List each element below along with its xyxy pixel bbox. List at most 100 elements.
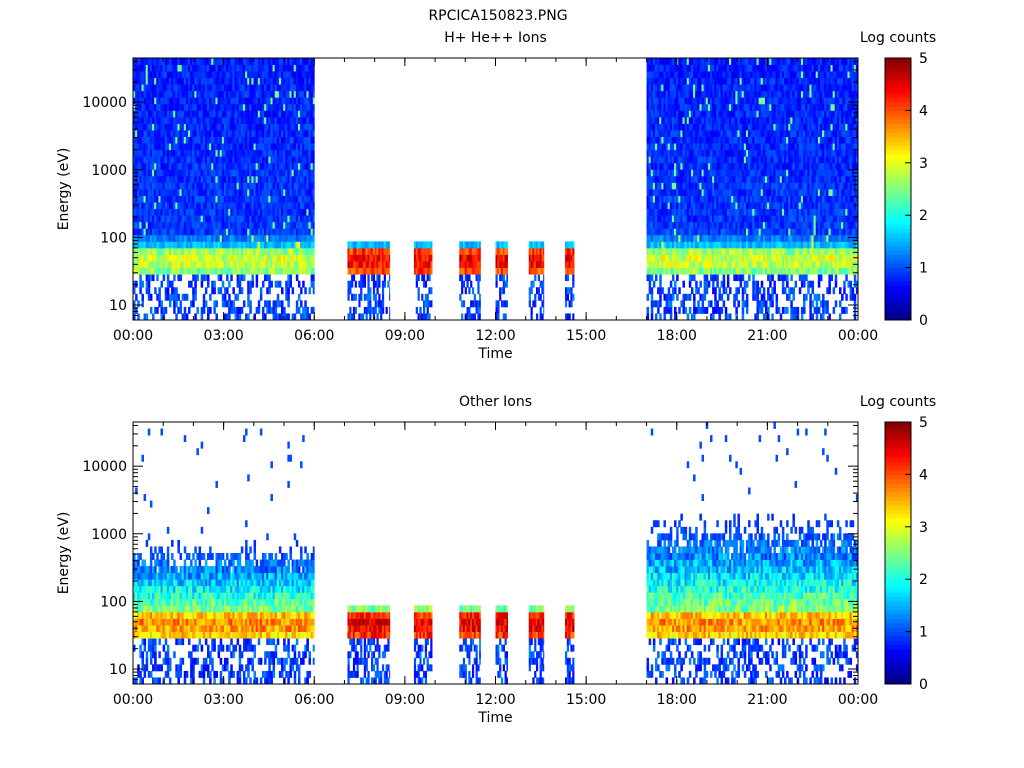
spectrogram-cell: [232, 228, 235, 236]
spectrogram-cell: [242, 136, 246, 144]
spectrogram-cell: [369, 254, 372, 262]
spectrogram-cell: [720, 182, 724, 190]
spectrogram-cell: [297, 247, 301, 255]
spectrogram-cell: [198, 169, 202, 177]
spectrogram-cell: [300, 300, 303, 308]
spectrogram-cell: [285, 267, 288, 275]
spectrogram-cell: [680, 247, 683, 255]
spectrogram-cell: [705, 195, 709, 203]
spectrogram-cell: [238, 64, 242, 72]
spectrogram-cell: [678, 234, 681, 242]
spectrogram-cell: [413, 241, 417, 249]
spectrogram-cell: [701, 221, 705, 229]
spectrogram-cell: [270, 71, 273, 79]
spectrogram-cell: [139, 202, 142, 210]
spectrogram-cell: [238, 103, 242, 111]
spectrogram-cell: [272, 300, 276, 308]
spectrogram-cell: [669, 130, 673, 137]
spectrogram-cell: [168, 169, 172, 177]
spectrogram-cell: [204, 143, 208, 151]
spectrogram-cell: [543, 247, 545, 255]
spectrogram-cell: [156, 254, 159, 262]
spectrogram-cell: [289, 97, 292, 105]
spectrogram-cell: [720, 97, 724, 105]
spectrogram-cell: [166, 247, 170, 255]
spectrogram-cell: [385, 306, 388, 314]
spectrogram-cell: [718, 156, 721, 164]
spectrogram-cell: [194, 116, 197, 124]
spectrogram-cell: [196, 228, 199, 236]
spectrogram-cell: [185, 162, 189, 170]
spectrogram-cell: [352, 293, 356, 301]
spectrogram-cell: [139, 84, 142, 92]
spectrogram-cell: [351, 247, 354, 255]
spectrogram-cell: [196, 143, 199, 151]
spectrogram-cell: [648, 274, 652, 282]
spectrogram-cell: [283, 110, 286, 118]
spectrogram-cell: [276, 130, 280, 137]
spectrogram-cell: [247, 234, 250, 242]
spectrogram-cell: [179, 136, 183, 144]
spectrogram-cell: [261, 221, 265, 229]
spectrogram-cell: [665, 149, 669, 157]
spectrogram-cell: [173, 221, 176, 229]
spectrogram-cell: [240, 247, 244, 255]
spectrogram-cell: [156, 162, 159, 170]
spectrogram-cell: [230, 267, 233, 275]
spectrogram-cell: [183, 90, 187, 98]
spectrogram-cell: [674, 189, 677, 196]
spectrogram-cell: [300, 64, 303, 72]
spectrogram-cell: [718, 202, 721, 210]
spectrogram-cell: [215, 234, 218, 242]
spectrogram-cell: [281, 202, 284, 210]
spectrogram-cell: [219, 169, 223, 177]
spectrogram-cell: [720, 267, 724, 275]
spectrogram-cell: [663, 103, 666, 111]
spectrogram-cell: [502, 267, 505, 275]
spectrogram-cell: [139, 97, 142, 105]
spectrogram-cell: [147, 287, 151, 295]
spectrogram-cell: [291, 84, 295, 92]
spectrogram-cell: [424, 300, 428, 308]
spectrogram-cell: [221, 208, 225, 216]
spectrogram-cell: [684, 71, 688, 79]
spectrogram-cell: [283, 241, 286, 249]
spectrogram-cell: [464, 313, 467, 321]
spectrogram-cell: [183, 228, 187, 236]
spectrogram-cell: [541, 287, 544, 295]
spectrogram-cell: [312, 77, 315, 85]
spectrogram-cell: [249, 306, 252, 314]
spectrogram-cell: [251, 123, 254, 131]
spectrogram-cell: [198, 241, 202, 249]
spectrogram-cell: [147, 234, 151, 242]
spectrogram-cell: [289, 267, 292, 275]
spectrogram-cell: [266, 234, 269, 242]
spectrogram-cell: [705, 254, 709, 262]
spectrogram-cell: [646, 116, 650, 124]
spectrogram-cell: [652, 234, 656, 242]
spectrogram-cell: [264, 71, 267, 79]
spectrogram-cell: [657, 169, 660, 177]
spectrogram-cell: [712, 84, 715, 92]
spectrogram-cell: [293, 254, 297, 262]
spectrogram-cell: [497, 267, 500, 275]
spectrogram-cell: [302, 228, 305, 236]
spectrogram-cell: [686, 84, 690, 92]
spectrogram-cell: [657, 103, 660, 111]
spectrogram-cell: [293, 189, 297, 196]
spectrogram-cell: [659, 130, 662, 137]
spectrogram-cell: [680, 58, 683, 65]
spectrogram-cell: [304, 97, 307, 105]
spectrogram-cell: [722, 280, 726, 288]
spectrogram-cell: [162, 64, 166, 72]
spectrogram-cell: [232, 116, 235, 124]
spectrogram-cell: [283, 267, 286, 275]
spectrogram-cell: [171, 241, 174, 249]
spectrogram-cell: [272, 103, 276, 111]
spectrogram-cell: [361, 261, 365, 268]
spectrogram-cell: [190, 195, 193, 203]
spectrogram-cell: [667, 136, 671, 144]
spectrogram-cell: [471, 300, 475, 308]
spectrogram-cell: [714, 293, 717, 301]
spectrogram-cell: [264, 300, 267, 308]
